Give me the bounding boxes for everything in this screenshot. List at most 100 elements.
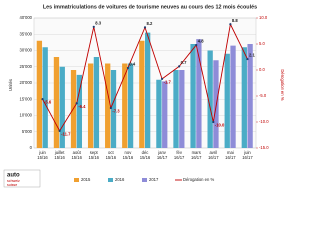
y-tick-label: 0 [30, 145, 33, 150]
bar [179, 70, 185, 148]
x-tick-label: 15/16 [54, 155, 65, 160]
bar [87, 63, 94, 148]
x-tick-label: avril [209, 150, 217, 155]
line-marker [109, 106, 112, 110]
y-axis-title: Unités [8, 79, 13, 91]
y-tick-label: 20'000 [20, 80, 33, 85]
data-label: 0.7 [181, 60, 187, 65]
y-tick-label: 10'000 [20, 113, 33, 118]
legend-swatch [108, 178, 113, 182]
y-tick-label: 35'000 [20, 31, 33, 36]
data-label: 0.4 [129, 62, 135, 67]
legend-label: 2015 [81, 177, 91, 182]
legend-swatch [142, 178, 147, 182]
y-tick-label: 25'000 [20, 64, 33, 69]
x-tick-label: 15/16 [106, 155, 117, 160]
y-tick-label: 15'000 [20, 96, 33, 101]
data-label: 8.8 [232, 18, 238, 23]
bar [190, 44, 196, 148]
line-marker [126, 66, 130, 70]
x-tick-label: juin [38, 150, 46, 155]
line-marker [75, 102, 78, 105]
bar [36, 40, 43, 148]
bar [156, 79, 162, 148]
legend-label: 2016 [115, 177, 125, 182]
x-tick-label: 15/16 [140, 155, 151, 160]
x-tick-label: juillet [54, 150, 65, 155]
bar [207, 50, 213, 148]
bar [145, 32, 151, 148]
chart: Les immatriculations de voitures de tour… [3, 4, 285, 188]
legend-label: Dérogation en % [183, 177, 214, 182]
data-label: 2.1 [249, 53, 255, 58]
line-marker [212, 120, 215, 124]
x-tick-label: fév [176, 150, 182, 155]
bar [105, 63, 111, 148]
bar [127, 63, 134, 148]
y2-tick-label: -10.0 [259, 119, 269, 124]
bar [139, 40, 145, 148]
data-label: -5.6 [44, 100, 52, 105]
bar [241, 47, 247, 148]
x-tick-label: janv [157, 150, 167, 155]
line-marker [92, 25, 95, 28]
bar [59, 66, 65, 148]
data-label: 4.8 [198, 39, 204, 44]
y2-tick-label: -15.0 [259, 145, 269, 150]
y-tick-label: 30'000 [20, 48, 33, 53]
x-tick-label: 16/17 [174, 155, 185, 160]
bar [42, 47, 48, 148]
bar [122, 63, 128, 148]
x-tick-label: oct [108, 150, 114, 155]
data-label: -6.4 [78, 104, 86, 109]
bar [213, 60, 219, 148]
bar [247, 44, 253, 148]
bar [162, 81, 168, 148]
data-label: -11.7 [61, 131, 71, 136]
legend-swatch [74, 178, 79, 182]
bar [224, 53, 230, 148]
line-marker [58, 129, 61, 132]
y2-axis-title: Dérogation en % [280, 69, 285, 100]
x-tick-label: déc [142, 150, 149, 155]
line-marker [143, 26, 147, 29]
bar [230, 45, 236, 148]
x-tick-label: 16/17 [157, 155, 168, 160]
chart-title: Les immatriculations de voitures de tour… [43, 4, 257, 10]
y-tick-label: 40'000 [20, 15, 33, 20]
x-tick-label: 15/16 [37, 155, 48, 160]
x-tick-label: 16/17 [191, 155, 202, 160]
line-marker [246, 57, 249, 61]
x-tick-label: 15/16 [123, 155, 134, 160]
x-tick-label: 16/17 [225, 155, 236, 160]
bar [196, 39, 202, 148]
x-tick-label: 16/17 [242, 155, 253, 160]
x-tick-label: sept [90, 150, 99, 155]
x-tick-label: 16/17 [208, 155, 219, 160]
logo-text: auto [7, 173, 20, 179]
data-label: -7.3 [112, 109, 120, 114]
x-tick-label: mai [227, 150, 234, 155]
bar [93, 57, 100, 148]
line-marker [195, 43, 198, 47]
x-tick-label: 15/16 [71, 155, 82, 160]
x-tick-label: août [73, 150, 82, 155]
line-marker [229, 23, 232, 26]
line-marker [178, 65, 181, 68]
y-tick-label: 5'000 [22, 129, 33, 134]
bar [76, 74, 82, 148]
logo-box [3, 169, 41, 188]
x-tick-label: mars [192, 150, 201, 155]
logo: auto schweiz suisse [3, 169, 41, 188]
data-label: -10.0 [215, 123, 225, 128]
logo-text: suisse [7, 183, 17, 187]
x-tick-label: nov [125, 150, 133, 155]
x-tick-label: 15/16 [89, 155, 100, 160]
bar [110, 70, 117, 148]
bar [173, 70, 179, 148]
x-tick-label: juin [243, 150, 251, 155]
bar [53, 57, 60, 148]
y2-tick-label: 10.0 [259, 15, 268, 20]
data-label: 8.2 [147, 21, 153, 26]
legend-label: 2017 [149, 177, 159, 182]
